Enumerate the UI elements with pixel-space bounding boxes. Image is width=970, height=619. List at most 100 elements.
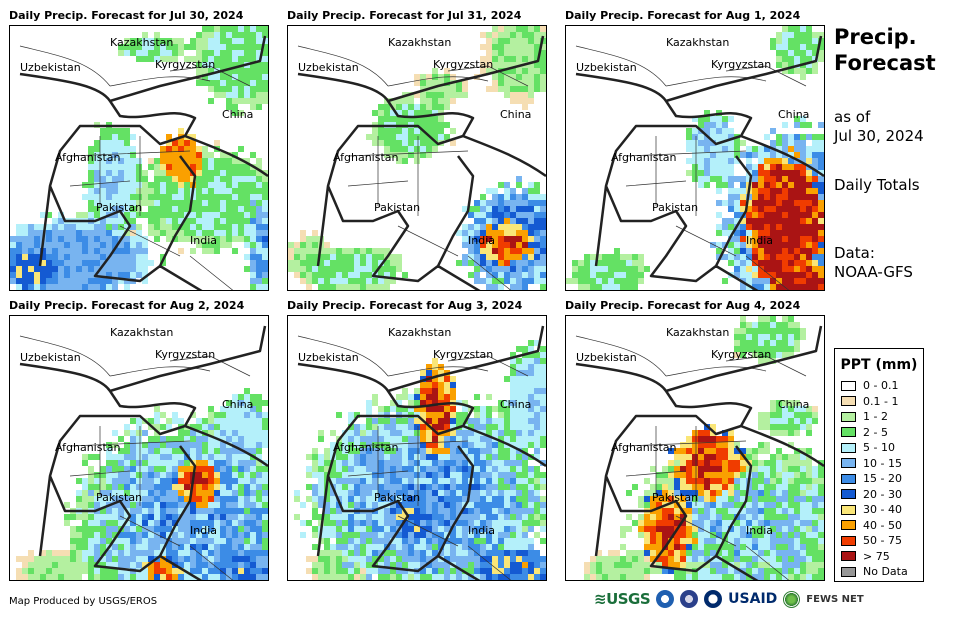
- precip-cell: [372, 278, 378, 284]
- precip-cell: [124, 514, 130, 520]
- precip-cell: [100, 242, 106, 248]
- precip-cell: [172, 472, 178, 478]
- precip-cell: [318, 260, 324, 266]
- precip-cell: [770, 260, 776, 266]
- precip-cell: [522, 448, 528, 454]
- precip-cell: [812, 508, 818, 514]
- precip-cell: [432, 406, 438, 412]
- precip-cell: [94, 514, 100, 520]
- precip-cell: [794, 206, 800, 212]
- precip-cell: [776, 448, 782, 454]
- precip-cell: [354, 562, 360, 568]
- precip-cell: [390, 532, 396, 538]
- precip-cell: [746, 206, 752, 212]
- precip-cell: [474, 266, 480, 272]
- precip-cell: [698, 526, 704, 532]
- precip-cell: [468, 520, 474, 526]
- precip-cell: [746, 248, 752, 254]
- precip-cell: [782, 520, 788, 526]
- precip-cell: [390, 550, 396, 556]
- precip-cell: [196, 212, 202, 218]
- precip-cell: [136, 490, 142, 496]
- precip-cell: [704, 490, 710, 496]
- precip-cell: [788, 514, 794, 520]
- precip-cell: [330, 508, 336, 514]
- precip-cell: [384, 496, 390, 502]
- precip-cell: [704, 466, 710, 472]
- precip-cell: [64, 502, 70, 508]
- precip-cell: [438, 544, 444, 550]
- precip-cell: [226, 514, 232, 520]
- precip-cell: [118, 490, 124, 496]
- precip-cell: [668, 460, 674, 466]
- precip-cell: [64, 556, 70, 562]
- precip-cell: [540, 278, 546, 284]
- precip-cell: [166, 188, 172, 194]
- precip-cell: [498, 278, 504, 284]
- precip-cell: [136, 550, 142, 556]
- precip-cell: [244, 496, 250, 502]
- precip-cell: [196, 508, 202, 514]
- precip-cell: [764, 182, 770, 188]
- precip-cell: [262, 68, 268, 74]
- precip-cell: [408, 116, 414, 122]
- precip-cell: [474, 490, 480, 496]
- precip-cell: [214, 224, 220, 230]
- precip-cell: [372, 478, 378, 484]
- precip-cell: [232, 472, 238, 478]
- precip-cell: [498, 260, 504, 266]
- precip-cell: [770, 418, 776, 424]
- precip-cell: [390, 454, 396, 460]
- precip-cell: [88, 254, 94, 260]
- precip-cell: [752, 322, 758, 328]
- precip-cell: [534, 80, 540, 86]
- precip-cell: [118, 260, 124, 266]
- precip-cell: [492, 556, 498, 562]
- precip-cell: [516, 38, 522, 44]
- precip-cell: [776, 266, 782, 272]
- precip-cell: [522, 346, 528, 352]
- precip-cell: [130, 182, 136, 188]
- precip-cell: [166, 472, 172, 478]
- precip-cell: [112, 484, 118, 490]
- precip-cell: [800, 140, 806, 146]
- precip-cell: [426, 550, 432, 556]
- precip-cell: [100, 544, 106, 550]
- precip-cell: [438, 568, 444, 574]
- precip-cell: [818, 520, 824, 526]
- precip-cell: [196, 230, 202, 236]
- precip-cell: [82, 212, 88, 218]
- precip-cell: [154, 460, 160, 466]
- precip-cell: [396, 496, 402, 502]
- precip-cell: [534, 418, 540, 424]
- precip-cell: [608, 272, 614, 278]
- precip-cell: [456, 418, 462, 424]
- precip-cell: [420, 478, 426, 484]
- precip-cell: [178, 532, 184, 538]
- precip-cell: [202, 38, 208, 44]
- precip-cell: [214, 38, 220, 44]
- precip-cell: [142, 278, 148, 284]
- precip-cell: [426, 484, 432, 490]
- precip-cell: [172, 188, 178, 194]
- precip-cell: [414, 454, 420, 460]
- precip-cell: [626, 272, 632, 278]
- precip-cell: [214, 50, 220, 56]
- precip-cell: [384, 152, 390, 158]
- precip-cell: [262, 400, 268, 406]
- precip-cell: [812, 520, 818, 526]
- precip-cell: [596, 266, 602, 272]
- precip-cell: [214, 158, 220, 164]
- precip-cell: [776, 194, 782, 200]
- precip-cell: [208, 218, 214, 224]
- precip-cell: [262, 32, 268, 38]
- precip-cell: [366, 532, 372, 538]
- precip-cell: [480, 454, 486, 460]
- precip-cell: [414, 502, 420, 508]
- map-label-india: India: [468, 524, 495, 537]
- precip-cell: [196, 496, 202, 502]
- precip-cell: [378, 520, 384, 526]
- precip-cell: [426, 442, 432, 448]
- precip-cell: [812, 266, 818, 272]
- precip-cell: [324, 568, 330, 574]
